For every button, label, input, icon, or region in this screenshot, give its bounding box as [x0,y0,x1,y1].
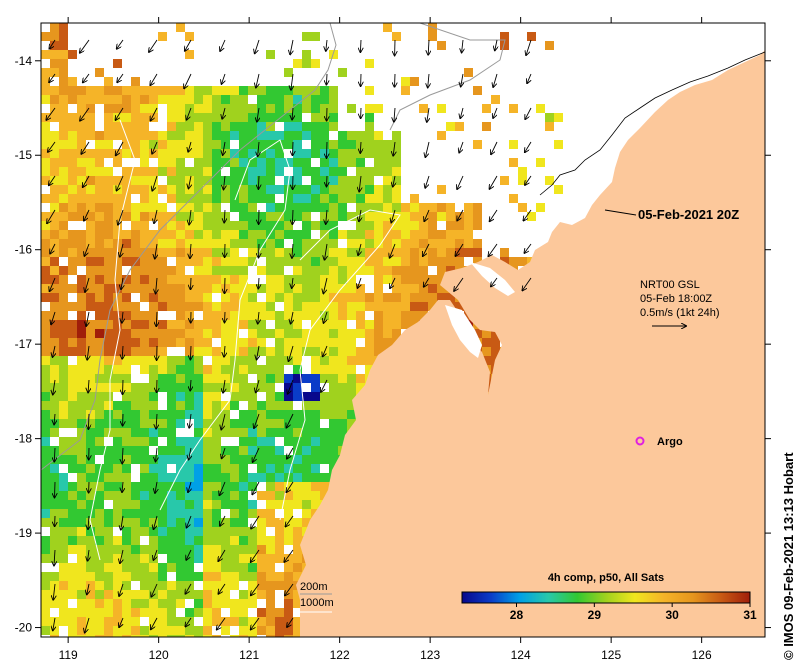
current-scale-label: 0.5m/s (1kt 24h) [640,307,719,319]
lon-tick-label: 125 [601,648,621,662]
lon-tick-label: 126 [692,648,712,662]
argo-marker [635,436,645,446]
colorbar-tick-label: 28 [510,608,524,622]
satellite-time-label: 05-Feb-2021 20Z [638,207,739,222]
lon-tick-label: 120 [149,648,169,662]
current-vectors [46,39,532,633]
land-inlet [445,305,482,358]
lat-tick-label: -19 [15,526,33,540]
longitude-axis: 119 120 121 122 123 124 125 126 [59,17,712,662]
current-source-label: NRT00 GSL [640,279,700,291]
lat-tick-label: -18 [15,432,33,446]
latitude-axis: -14 -15 -16 -17 -18 -19 -20 [15,54,771,635]
lon-tick-label: 122 [330,648,350,662]
lat-tick-label: -20 [15,621,33,635]
lon-tick-label: 124 [511,648,531,662]
contour-200m-label: 200m [300,581,328,593]
lat-tick-label: -14 [15,54,33,68]
lat-tick-label: -16 [15,243,33,257]
lon-tick-label: 121 [239,648,259,662]
current-time-label: 05-Feb 18:00Z [640,293,712,305]
coastline [539,51,765,196]
colorbar [461,591,751,604]
plot-frame [40,22,766,638]
contour-1000m-label: 1000m [300,597,334,609]
colorbar-tick-label: 29 [588,608,602,622]
lat-tick-label: -17 [15,337,33,351]
satellite-time-pointer [604,209,637,216]
lon-tick-label: 119 [59,648,78,662]
colorbar-title: 4h comp, p50, All Sats [548,572,664,584]
colorbar-tick-label: 30 [665,608,679,622]
lat-tick-label: -15 [15,148,33,162]
land-mass [296,23,765,637]
colorbar-tick-label: 31 [743,608,757,622]
lon-tick-label: 123 [420,648,440,662]
colorbar-ticks: 28 29 30 31 [510,603,757,622]
land-inlet-2 [470,262,515,296]
argo-label: Argo [657,436,683,448]
credit-text: © IMOS 09-Feb-2021 13:13 Hobart [781,452,796,660]
